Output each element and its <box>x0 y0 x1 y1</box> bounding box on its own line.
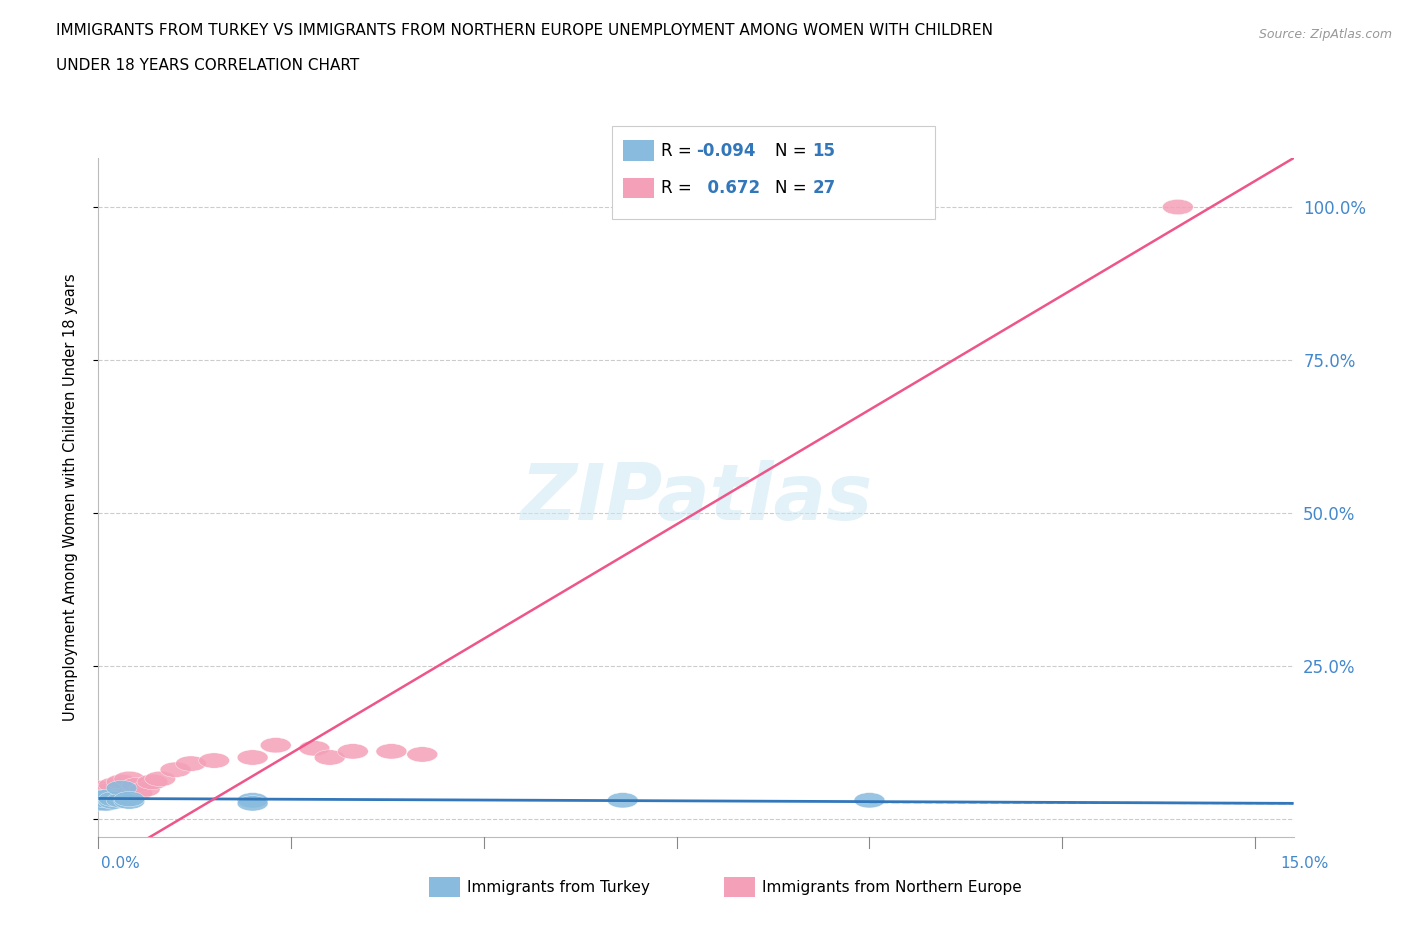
Ellipse shape <box>98 791 129 806</box>
Text: N =: N = <box>775 141 811 160</box>
Text: IMMIGRANTS FROM TURKEY VS IMMIGRANTS FROM NORTHERN EUROPE UNEMPLOYMENT AMONG WOM: IMMIGRANTS FROM TURKEY VS IMMIGRANTS FRO… <box>56 23 993 38</box>
Ellipse shape <box>83 790 114 804</box>
Ellipse shape <box>129 781 160 797</box>
Ellipse shape <box>198 753 229 768</box>
Y-axis label: Unemployment Among Women with Children Under 18 years: Unemployment Among Women with Children U… <box>63 273 77 722</box>
Text: ZIPatlas: ZIPatlas <box>520 459 872 536</box>
Ellipse shape <box>91 792 121 808</box>
Text: 0.672: 0.672 <box>696 179 761 197</box>
Ellipse shape <box>83 792 114 808</box>
Text: UNDER 18 YEARS CORRELATION CHART: UNDER 18 YEARS CORRELATION CHART <box>56 58 360 73</box>
Ellipse shape <box>91 792 121 808</box>
Ellipse shape <box>260 737 291 753</box>
Text: 27: 27 <box>813 179 837 197</box>
Text: 0.0%: 0.0% <box>101 856 141 870</box>
Ellipse shape <box>83 780 114 796</box>
Ellipse shape <box>375 744 406 759</box>
Text: 15: 15 <box>813 141 835 160</box>
Ellipse shape <box>105 780 136 796</box>
Ellipse shape <box>121 785 152 801</box>
Ellipse shape <box>114 791 145 806</box>
Ellipse shape <box>238 792 269 808</box>
Ellipse shape <box>299 740 330 756</box>
Ellipse shape <box>98 777 129 792</box>
Ellipse shape <box>83 796 114 811</box>
Ellipse shape <box>98 794 129 809</box>
Ellipse shape <box>91 796 121 811</box>
Ellipse shape <box>1163 199 1194 215</box>
Ellipse shape <box>83 796 114 811</box>
Ellipse shape <box>337 744 368 759</box>
Ellipse shape <box>105 775 136 790</box>
Ellipse shape <box>315 750 344 765</box>
Ellipse shape <box>121 777 152 792</box>
Ellipse shape <box>83 792 114 808</box>
Ellipse shape <box>105 792 136 808</box>
Text: 15.0%: 15.0% <box>1281 856 1329 870</box>
Text: Immigrants from Turkey: Immigrants from Turkey <box>467 880 650 895</box>
Ellipse shape <box>160 762 191 777</box>
Ellipse shape <box>176 756 207 771</box>
Ellipse shape <box>238 750 269 765</box>
Ellipse shape <box>145 771 176 787</box>
Ellipse shape <box>98 791 129 806</box>
Text: Source: ZipAtlas.com: Source: ZipAtlas.com <box>1258 28 1392 41</box>
Text: Immigrants from Northern Europe: Immigrants from Northern Europe <box>762 880 1022 895</box>
Text: R =: R = <box>661 141 697 160</box>
Ellipse shape <box>114 794 145 809</box>
Ellipse shape <box>406 747 437 762</box>
Ellipse shape <box>114 787 145 802</box>
Ellipse shape <box>114 771 145 787</box>
Ellipse shape <box>136 775 167 790</box>
Text: R =: R = <box>661 179 697 197</box>
Text: -0.094: -0.094 <box>696 141 755 160</box>
Ellipse shape <box>105 788 136 804</box>
Ellipse shape <box>607 792 638 808</box>
Text: N =: N = <box>775 179 811 197</box>
Ellipse shape <box>91 783 121 799</box>
Ellipse shape <box>853 792 884 808</box>
Ellipse shape <box>91 790 121 804</box>
Ellipse shape <box>238 796 269 811</box>
